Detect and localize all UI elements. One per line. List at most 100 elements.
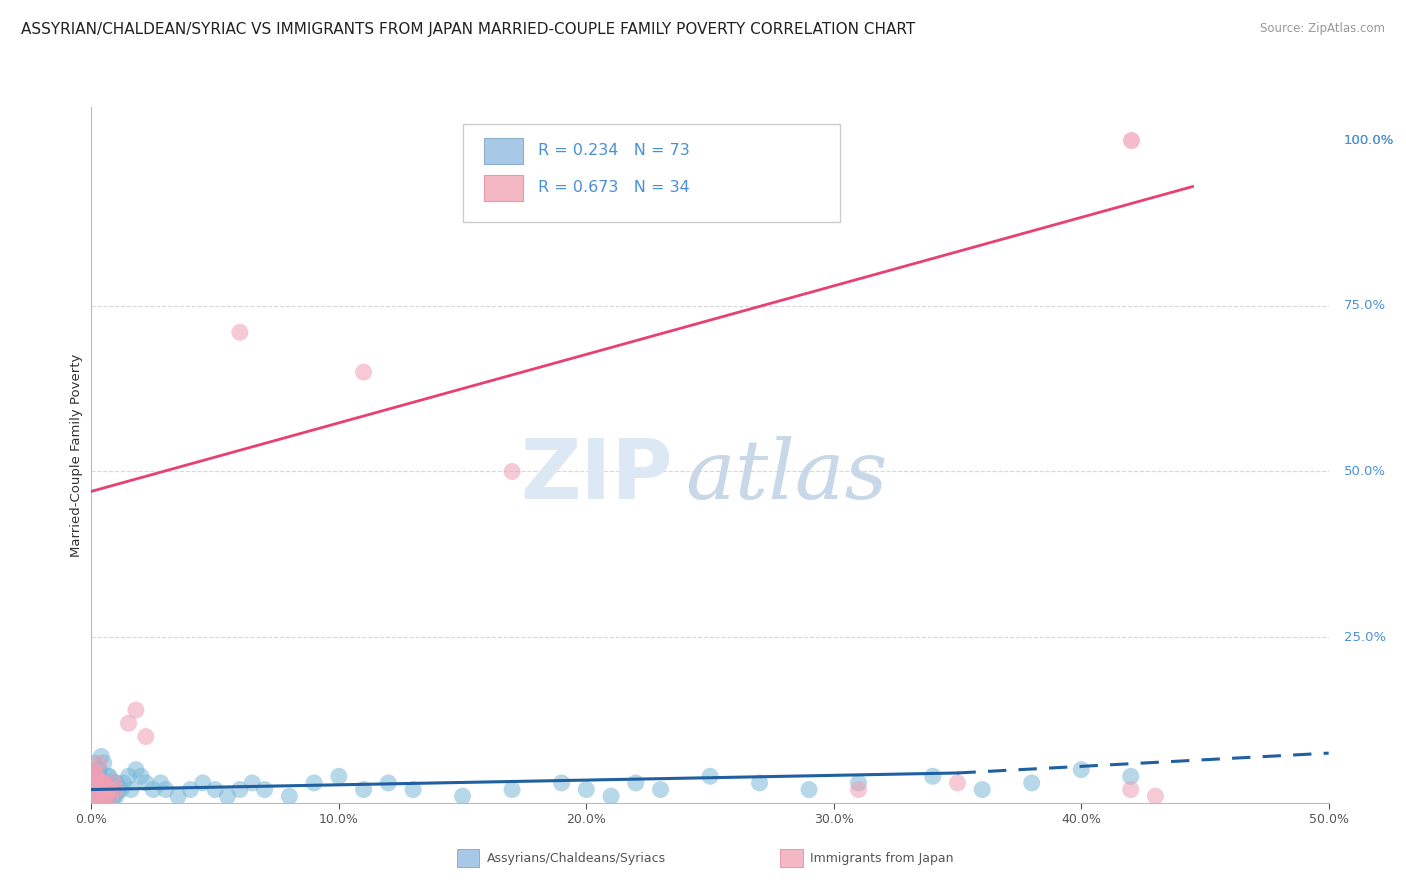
Point — [87, 763, 110, 777]
Point — [848, 776, 870, 790]
Point — [105, 776, 128, 790]
Point — [96, 776, 118, 790]
Text: 100.0%: 100.0% — [1344, 134, 1393, 146]
Point — [946, 776, 969, 790]
Point — [97, 782, 120, 797]
Text: Assyrians/Chaldeans/Syriacs: Assyrians/Chaldeans/Syriacs — [486, 852, 665, 864]
Text: 25.0%: 25.0% — [1344, 631, 1386, 644]
Point — [117, 769, 139, 783]
Point — [1119, 769, 1142, 783]
Point — [105, 789, 128, 804]
Point — [229, 326, 252, 340]
Point — [402, 782, 425, 797]
Point — [93, 776, 115, 790]
Y-axis label: Married-Couple Family Poverty: Married-Couple Family Poverty — [70, 353, 83, 557]
Point — [93, 782, 115, 797]
Point — [105, 782, 128, 797]
Point — [191, 776, 214, 790]
Point — [83, 756, 105, 770]
Point — [97, 782, 120, 797]
Point — [129, 769, 152, 783]
Text: atlas: atlas — [685, 436, 887, 516]
Point — [86, 769, 108, 783]
Point — [103, 789, 125, 804]
Point — [120, 782, 142, 797]
Point — [501, 465, 523, 479]
Point — [87, 769, 110, 783]
Point — [125, 703, 148, 717]
Point — [204, 782, 226, 797]
Point — [87, 789, 110, 804]
Point — [253, 782, 276, 797]
Point — [699, 769, 721, 783]
Point — [972, 782, 994, 797]
Point — [353, 365, 375, 379]
Bar — [484, 137, 523, 164]
Point — [100, 782, 122, 797]
Point — [86, 782, 108, 797]
Point — [149, 776, 172, 790]
Point — [229, 782, 252, 797]
Point — [353, 782, 375, 797]
Point — [377, 776, 399, 790]
Point — [90, 776, 112, 790]
Point — [1119, 782, 1142, 797]
Point — [135, 730, 157, 744]
Point — [501, 782, 523, 797]
Point — [100, 782, 122, 797]
Point — [96, 789, 118, 804]
Point — [748, 776, 770, 790]
Point — [83, 789, 105, 804]
Point — [179, 782, 201, 797]
Text: 50.0%: 50.0% — [1344, 465, 1385, 478]
Point — [575, 782, 598, 797]
FancyBboxPatch shape — [463, 124, 839, 222]
Point — [87, 789, 110, 804]
Point — [1070, 763, 1092, 777]
Point — [96, 789, 118, 804]
Point — [278, 789, 301, 804]
Point — [100, 776, 122, 790]
Point — [1119, 133, 1142, 147]
Point — [86, 769, 108, 783]
Point — [112, 776, 135, 790]
Point — [87, 756, 110, 770]
Point — [86, 782, 108, 797]
Point — [117, 716, 139, 731]
Point — [302, 776, 325, 790]
Point — [96, 789, 118, 804]
Point — [600, 789, 623, 804]
Point — [103, 776, 125, 790]
Point — [93, 782, 115, 797]
Point — [624, 776, 647, 790]
Point — [103, 782, 125, 797]
Point — [93, 782, 115, 797]
Bar — [484, 175, 523, 201]
Point — [650, 782, 672, 797]
Text: 100.0%: 100.0% — [1344, 134, 1393, 146]
Point — [1144, 789, 1167, 804]
Point — [451, 789, 474, 804]
Point — [87, 782, 110, 797]
Point — [90, 782, 112, 797]
Text: ZIP: ZIP — [520, 435, 673, 516]
Point — [96, 789, 118, 804]
Text: Source: ZipAtlas.com: Source: ZipAtlas.com — [1260, 22, 1385, 36]
Point — [135, 776, 157, 790]
Point — [90, 776, 112, 790]
Point — [87, 789, 110, 804]
Point — [107, 782, 129, 797]
Point — [90, 789, 112, 804]
Point — [90, 776, 112, 790]
Point — [328, 769, 350, 783]
Point — [125, 763, 148, 777]
Point — [217, 789, 239, 804]
Text: R = 0.673   N = 34: R = 0.673 N = 34 — [538, 180, 690, 195]
Point — [921, 769, 943, 783]
Text: R = 0.234   N = 73: R = 0.234 N = 73 — [538, 144, 690, 159]
Text: ASSYRIAN/CHALDEAN/SYRIAC VS IMMIGRANTS FROM JAPAN MARRIED-COUPLE FAMILY POVERTY : ASSYRIAN/CHALDEAN/SYRIAC VS IMMIGRANTS F… — [21, 22, 915, 37]
Text: Immigrants from Japan: Immigrants from Japan — [810, 852, 953, 864]
Point — [86, 769, 108, 783]
Point — [848, 782, 870, 797]
Point — [97, 789, 120, 804]
